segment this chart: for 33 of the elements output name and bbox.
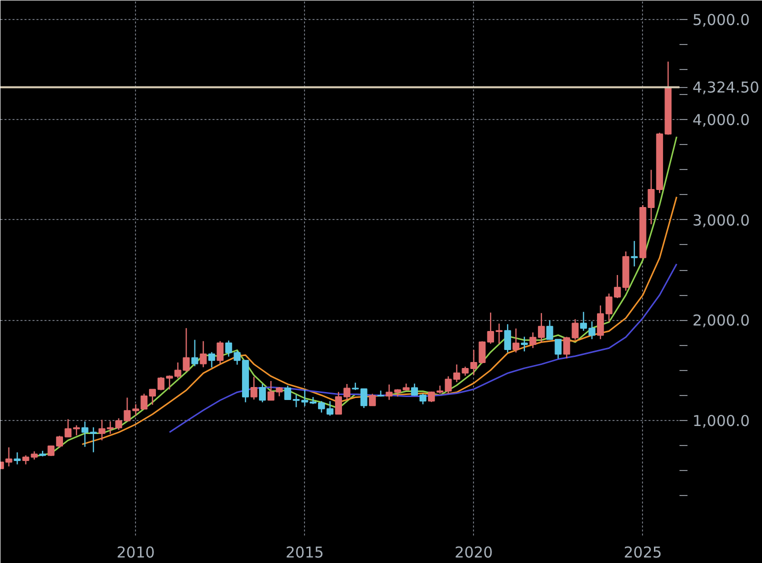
line-series — [81, 196, 678, 446]
candlestick — [191, 339, 198, 367]
candlestick — [504, 324, 512, 354]
x-tick-label: 2010 — [116, 544, 155, 562]
candlestick — [512, 328, 520, 354]
candlestick — [208, 352, 216, 368]
candlestick — [284, 385, 292, 400]
x-tick-label: 2020 — [454, 544, 493, 562]
candlestick — [630, 240, 638, 267]
candlestick — [292, 394, 300, 408]
candlestick — [216, 340, 224, 364]
candlestick — [368, 393, 376, 406]
y-tick-label: 3,000.0 — [692, 211, 750, 230]
candlestick — [462, 366, 469, 376]
candlestick — [14, 452, 21, 465]
line-series — [168, 263, 678, 434]
candlestick — [124, 397, 131, 422]
candlestick — [377, 390, 384, 398]
candlestick — [258, 383, 266, 403]
y-tick-label: 1,000.0 — [692, 412, 750, 430]
x-tick-label: 2015 — [286, 544, 324, 562]
candlestick — [520, 336, 528, 352]
ref-line-label: 4,324.50 — [692, 78, 760, 97]
y-tick-label: 2,000.0 — [692, 312, 750, 330]
candlestick — [200, 340, 207, 368]
candlestick — [572, 318, 579, 340]
candlestick — [250, 376, 258, 400]
candlestick — [563, 336, 570, 359]
candlestick — [22, 454, 30, 465]
candlestick — [453, 364, 460, 383]
y-tick-label: 5,000.0 — [692, 11, 750, 30]
y-tick-label: 4,000.0 — [692, 111, 750, 130]
x-tick-label: 2025 — [624, 544, 662, 562]
